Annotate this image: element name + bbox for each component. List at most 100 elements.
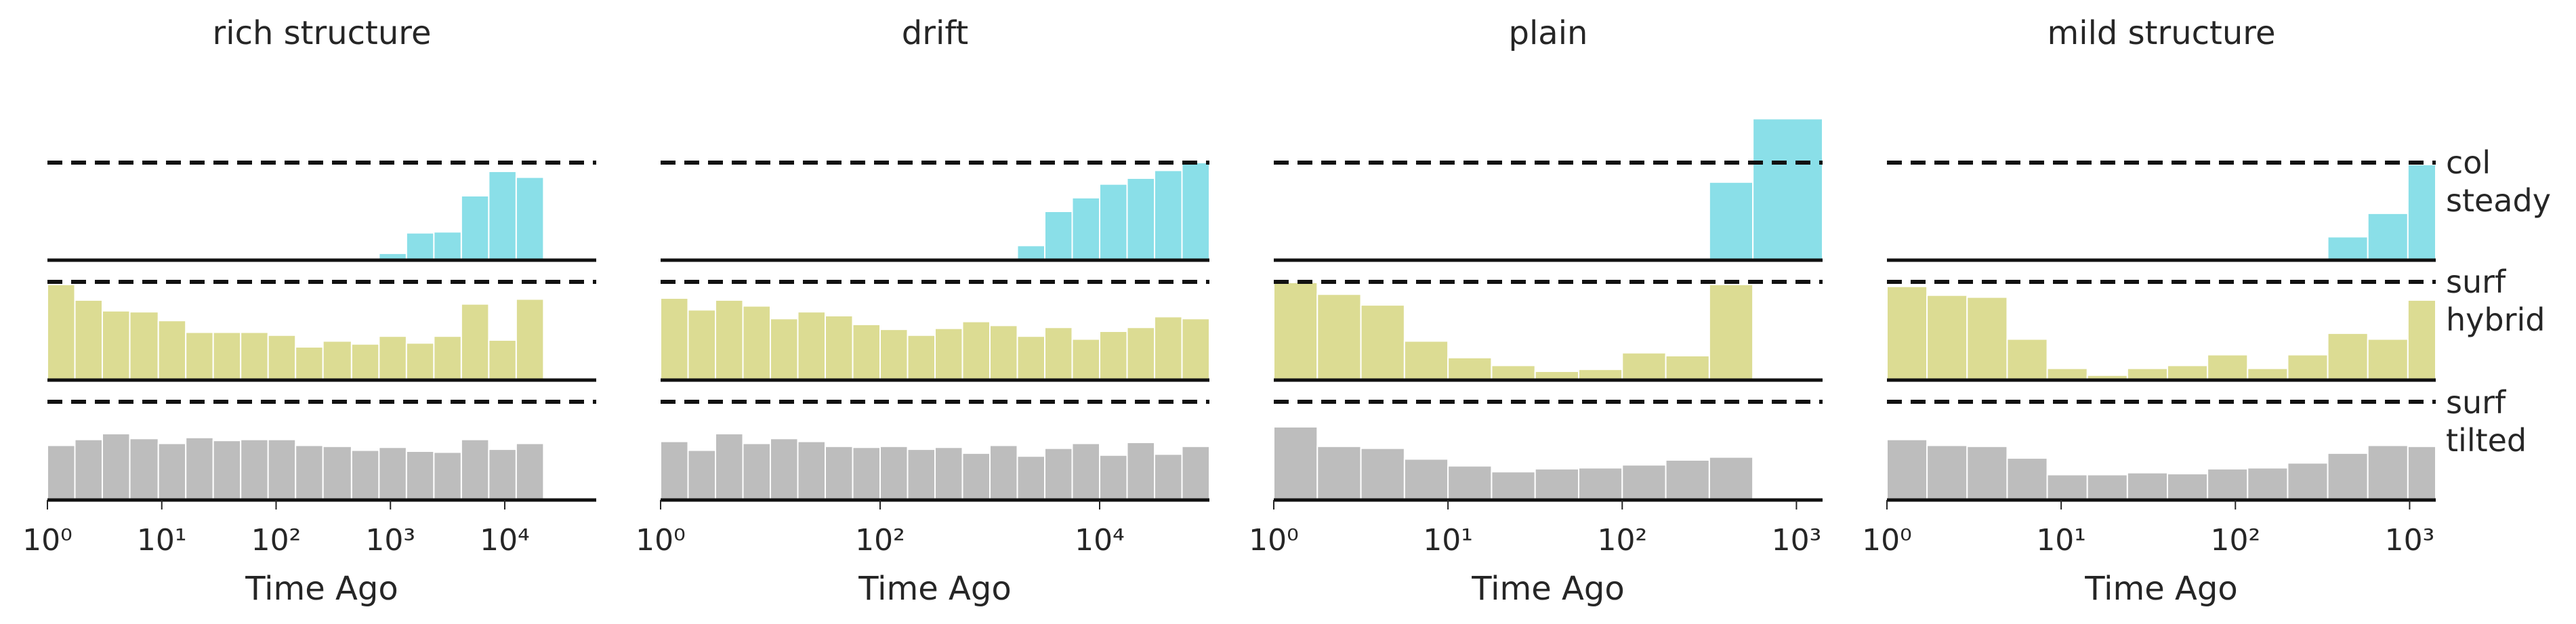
histogram-bar xyxy=(687,309,716,381)
row-3-bars xyxy=(1886,438,2437,501)
histogram-bar xyxy=(2367,338,2409,381)
histogram-bar xyxy=(852,446,881,501)
x-tick-label: 10³ xyxy=(1772,523,1822,558)
histogram-bar xyxy=(961,452,991,501)
histogram-bar xyxy=(2287,354,2329,381)
histogram-bar xyxy=(1926,444,1968,501)
x-axis-label: Time Ago xyxy=(245,570,398,608)
x-tick-label: 10² xyxy=(251,523,302,558)
histogram-bar xyxy=(934,327,963,381)
histogram-bar xyxy=(1665,459,1710,501)
panel-title: drift xyxy=(902,14,968,52)
histogram-bar xyxy=(1708,181,1754,261)
histogram-bar xyxy=(1578,467,1623,501)
histogram-bar xyxy=(1099,454,1128,501)
histogram-bar xyxy=(129,438,159,501)
histogram-bar xyxy=(2046,367,2088,381)
row-3-bars xyxy=(660,433,1210,501)
histogram-bar xyxy=(240,331,269,381)
histogram-bar xyxy=(2287,462,2329,501)
histogram-bar xyxy=(1966,296,2008,381)
histogram-bar xyxy=(1621,464,1667,501)
row-1-bars xyxy=(1708,118,1823,261)
histogram-bar xyxy=(797,311,826,381)
histogram-bar xyxy=(405,342,435,381)
x-tick-label: 10² xyxy=(855,523,905,558)
histogram-bar xyxy=(2407,445,2437,501)
histogram-bar xyxy=(770,318,799,381)
histogram-bar xyxy=(934,446,963,501)
histogram-bar xyxy=(1273,426,1318,501)
histogram-bar xyxy=(2247,367,2289,381)
histogram-bar xyxy=(2327,452,2369,501)
histogram-bar xyxy=(2327,236,2369,262)
histogram-bar xyxy=(2046,474,2088,501)
panel-4: mild structure 10⁰ 10¹ 10² 10³ Time Ago xyxy=(1862,14,2437,608)
histogram-bar xyxy=(102,433,131,501)
histogram-bar xyxy=(1016,335,1045,381)
panel-title: rich structure xyxy=(213,14,432,52)
histogram-bar xyxy=(267,438,297,501)
histogram-bar xyxy=(1126,442,1155,501)
histogram-bar xyxy=(1071,196,1100,261)
histogram-bar xyxy=(1316,293,1362,381)
x-tick-label: 10⁰ xyxy=(1862,523,1912,558)
x-axis-label: Time Ago xyxy=(858,570,1011,608)
histogram-bar xyxy=(1886,438,1928,501)
histogram-bar xyxy=(660,440,689,501)
x-tick-label: 10² xyxy=(2210,523,2260,558)
histogram-bar xyxy=(852,323,881,381)
histogram-bar xyxy=(74,438,103,501)
histogram-bar xyxy=(687,449,716,501)
histogram-bar xyxy=(879,445,909,501)
histogram-bar xyxy=(1154,316,1183,381)
histogram-bar xyxy=(1099,331,1128,381)
histogram-bar xyxy=(185,331,214,381)
row-2-bars xyxy=(660,297,1210,381)
histogram-bar xyxy=(825,445,854,501)
row-label-top: col xyxy=(2446,144,2491,181)
histogram-bar xyxy=(1126,327,1155,381)
row-label-bottom: steady xyxy=(2446,182,2551,219)
histogram-bar xyxy=(2407,163,2437,261)
histogram-bar xyxy=(1181,162,1210,261)
histogram-bar xyxy=(405,451,435,501)
histogram-bar xyxy=(1708,456,1754,501)
histogram-bar xyxy=(460,194,490,261)
histogram-bar xyxy=(515,176,545,262)
histogram-bar xyxy=(1044,447,1073,501)
histogram-bar xyxy=(2207,467,2249,501)
histogram-bar xyxy=(2367,212,2409,262)
histogram-bar xyxy=(989,325,1018,381)
histogram-bar xyxy=(47,444,76,501)
histogram-bar xyxy=(907,334,936,381)
row-label-top: surf xyxy=(2446,264,2507,300)
histogram-bar xyxy=(1126,178,1155,262)
histogram-bar xyxy=(129,311,159,381)
histogram-bar xyxy=(1360,304,1405,381)
histogram-bar xyxy=(1071,338,1100,381)
x-axis-label: Time Ago xyxy=(1471,570,1624,608)
row-1-bars xyxy=(1016,162,1210,262)
histogram-bar xyxy=(433,335,462,381)
histogram-bar xyxy=(2247,467,2289,501)
row-3-bars xyxy=(47,433,545,501)
histogram-bar xyxy=(1099,183,1128,261)
row-label-bottom: hybrid xyxy=(2446,301,2545,338)
histogram-bar xyxy=(797,440,826,501)
histogram-bar xyxy=(1491,471,1536,501)
histogram-bar xyxy=(102,310,131,381)
x-tick-label: 10¹ xyxy=(1423,523,1473,558)
panel-3: plain 10⁰ 10¹ 10² 10³ Time Ago xyxy=(1249,14,1823,608)
histogram-bar xyxy=(1752,118,1823,261)
histogram-bar xyxy=(2167,473,2209,501)
row-1-bars xyxy=(2327,163,2437,262)
histogram-bar xyxy=(742,305,771,381)
histogram-bar xyxy=(1154,169,1183,261)
histogram-bar xyxy=(2006,338,2048,381)
panel-2: drift 10⁰ 10² 10⁴ Time Ago xyxy=(636,14,1210,608)
histogram-bar xyxy=(1966,445,2008,501)
histogram-bar xyxy=(267,334,297,381)
histogram-bar xyxy=(2086,474,2128,501)
x-tick-label: 10⁰ xyxy=(22,523,72,558)
